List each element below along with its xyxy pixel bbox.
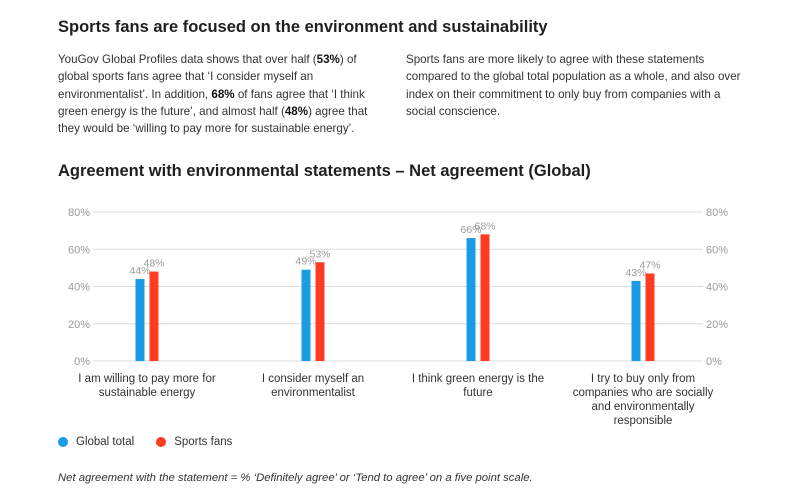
legend-item-sports-fans: Sports fans [156,436,232,448]
y-tick-label-left: 20% [68,319,90,331]
legend-item-global-total: Global total [58,436,134,448]
legend-swatch-sports-fans [156,437,167,447]
data-label-global-total: 49% [295,256,316,268]
y-tick-label-left: 40% [68,282,90,294]
category-label-pay-more: I am willing to pay more for sustainable… [78,373,216,399]
intro-left-text-2: ) of global sports fans agree that ‘I co… [58,53,357,101]
bar-sports-fans [315,262,325,361]
page-heading: Sports fans are focused on the environme… [58,18,548,36]
data-label-global-total: 43% [625,267,646,279]
y-tick-label-left: 0% [74,356,90,368]
bar-sports-fans [149,271,159,361]
legend-label-global-total: Global total [76,436,135,448]
chart-legend: Global total Sports fans [58,434,254,450]
category-label-responsible-companies: I try to buy only from companies who are… [572,373,714,427]
y-tick-label-right: 40% [706,282,728,294]
bar-sports-fans [480,234,490,361]
intro-paragraph-right: Sports fans are more likely to agree wit… [406,53,741,118]
y-tick-label-right: 0% [706,356,722,368]
y-tick-label-right: 80% [706,207,728,219]
intro-left-text-1: YouGov Global Profiles data shows that o… [58,53,317,66]
intro-left-stat-3: 48% [284,104,309,118]
bar-global-total [135,279,145,361]
legend-swatch-global-total [58,437,68,447]
intro-left-stat-2: 68% [211,87,235,101]
intro-paragraph-left: YouGov Global Profiles data shows that o… [58,51,388,137]
data-label-sports-fans: 68% [474,220,495,232]
bar-global-total [466,238,476,361]
bar-global-total [301,269,311,361]
data-label-sports-fans: 48% [143,258,164,270]
y-tick-label-left: 60% [68,244,90,256]
category-label-green-energy: I think green energy is the future [411,373,545,399]
intro-left-stat-1: 53% [316,53,340,66]
bar-global-total [631,280,641,361]
intro-left-text-3: of fans agree that ‘I think green energy… [58,87,365,118]
data-label-global-total: 44% [129,265,150,277]
legend-label-sports-fans: Sports fans [174,436,233,448]
y-tick-label-left: 80% [68,207,90,219]
data-label-sports-fans: 47% [639,259,660,271]
chart-footnote: Net agreement with the statement = % ‘De… [58,472,533,484]
category-label-environmentalist: I consider myself an environmentalist [261,373,365,399]
data-label-global-total: 66% [460,224,481,236]
bar-chart: 0% 0% 20% 20% 40% 40% 60% 60% 80% 80% 44% 49% 66% 43%… [68,207,728,368]
intro-left-text-4: ) agree that they would be ‘willing to p… [58,104,368,136]
y-tick-label-right: 60% [706,244,728,256]
bar-sports-fans [645,273,655,361]
data-label-sports-fans: 53% [309,248,330,260]
chart-heading: Agreement with environmental statements … [58,162,591,180]
y-tick-label-right: 20% [706,319,728,331]
